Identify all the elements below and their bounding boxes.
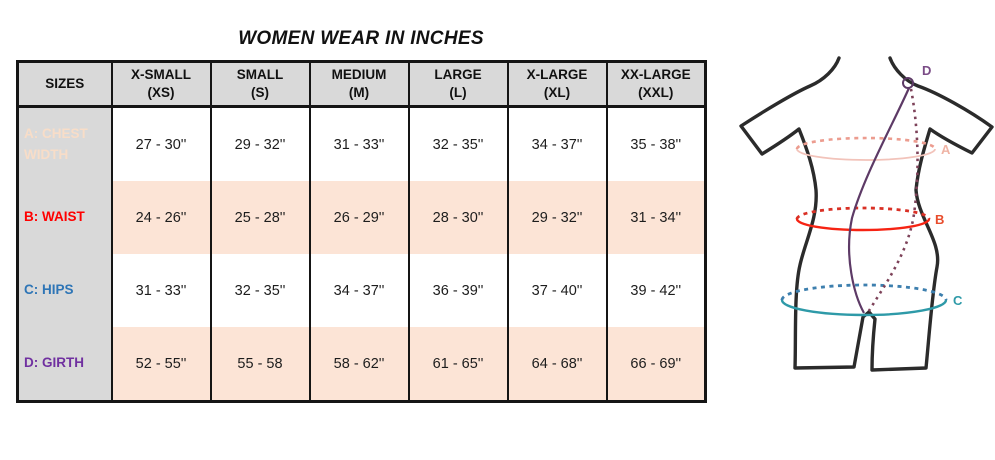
column-header-xs: X-SMALL (XS) — [110, 61, 212, 108]
row-label-d: D: GIRTH — [16, 327, 113, 402]
cell-b-xxl: 31 - 34'' — [605, 181, 707, 254]
cell-d-s: 55 - 58 — [209, 327, 311, 402]
waist-ellipse-back-dashed — [795, 206, 931, 220]
table-row-c: C: HIPS 31 - 33'' 32 - 35'' 34 - 37'' 36 - 3… — [16, 254, 707, 327]
waist-ellipse-front — [795, 218, 931, 232]
row-label-c: C: HIPS — [16, 254, 113, 327]
cell-c-m: 34 - 37'' — [308, 254, 410, 327]
body-measurement-diagram: A B C D — [739, 56, 994, 372]
diagram-label-a: A — [941, 142, 951, 157]
hips-ellipse-back-dashed — [780, 283, 948, 301]
cell-d-xl: 64 - 68'' — [506, 327, 608, 402]
column-header-m: MEDIUM (M) — [308, 61, 410, 108]
cell-c-l: 36 - 39'' — [407, 254, 509, 327]
row-label-b: B: WAIST — [16, 181, 113, 254]
cell-a-xs: 27 - 30'' — [110, 106, 212, 181]
cell-d-m: 58 - 62'' — [308, 327, 410, 402]
size-table: SIZES X-SMALL (XS) SMALL (S) MEDIUM (M) LARGE(… — [16, 60, 707, 403]
cell-c-s: 32 - 35'' — [209, 254, 311, 327]
column-header-xl: X-LARGE (XL) — [506, 61, 608, 108]
cell-a-s: 29 - 32'' — [209, 106, 311, 181]
cell-a-xxl: 35 - 38'' — [605, 106, 707, 181]
page-title: WOMEN WEAR IN INCHES — [238, 28, 484, 49]
table-row-a: A: CHEST WIDTH 27 - 30'' 29 - 32'' 31 - 33'… — [16, 106, 707, 181]
row-label-a: A: CHEST WIDTH — [16, 106, 113, 181]
cell-d-xs: 52 - 55'' — [110, 327, 212, 402]
corner-header-sizes: SIZES — [16, 61, 113, 108]
cell-d-l: 61 - 65'' — [407, 327, 509, 402]
cell-c-xxl: 39 - 42'' — [605, 254, 707, 327]
cell-a-l: 32 - 35'' — [407, 106, 509, 181]
hips-ellipse-front — [780, 299, 948, 317]
cell-b-l: 28 - 30'' — [407, 181, 509, 254]
cell-c-xs: 31 - 33'' — [110, 254, 212, 327]
diagram-label-d: D — [922, 63, 931, 78]
table-body: A: CHEST WIDTH 27 - 30'' 29 - 32'' 31 - 33'… — [16, 106, 707, 402]
cell-b-m: 26 - 29'' — [308, 181, 410, 254]
cell-a-xl: 34 - 37'' — [506, 106, 608, 181]
column-header-s: SMALL (S) — [209, 61, 311, 108]
table-row-b: B: WAIST 24 - 26'' 25 - 28'' 26 - 29'' 28 - … — [16, 181, 707, 254]
girth-line-back-dotted — [865, 88, 919, 315]
cell-b-xs: 24 - 26'' — [110, 181, 212, 254]
column-header-l: LARGE (L) — [407, 61, 509, 108]
table-row-d: D: GIRTH 52 - 55'' 55 - 58 58 - 62'' 61 - 65… — [16, 327, 707, 402]
chest-ellipse-back-dashed — [795, 136, 937, 150]
column-header-xxl: XX-LARGE (XXL) — [605, 61, 707, 108]
diagram-label-c: C — [953, 293, 963, 308]
bodysuit-outline — [739, 56, 994, 372]
cell-d-xxl: 66 - 69'' — [605, 327, 707, 402]
cell-c-xl: 37 - 40'' — [506, 254, 608, 327]
diagram-label-b: B — [935, 212, 944, 227]
table-header-row: SIZES X-SMALL (XS) SMALL (S) MEDIUM (M) LARGE(… — [16, 61, 707, 108]
cell-b-s: 25 - 28'' — [209, 181, 311, 254]
cell-a-m: 31 - 33'' — [308, 106, 410, 181]
cell-b-xl: 29 - 32'' — [506, 181, 608, 254]
chest-ellipse-front — [796, 148, 936, 161]
girth-line-front — [848, 87, 911, 314]
